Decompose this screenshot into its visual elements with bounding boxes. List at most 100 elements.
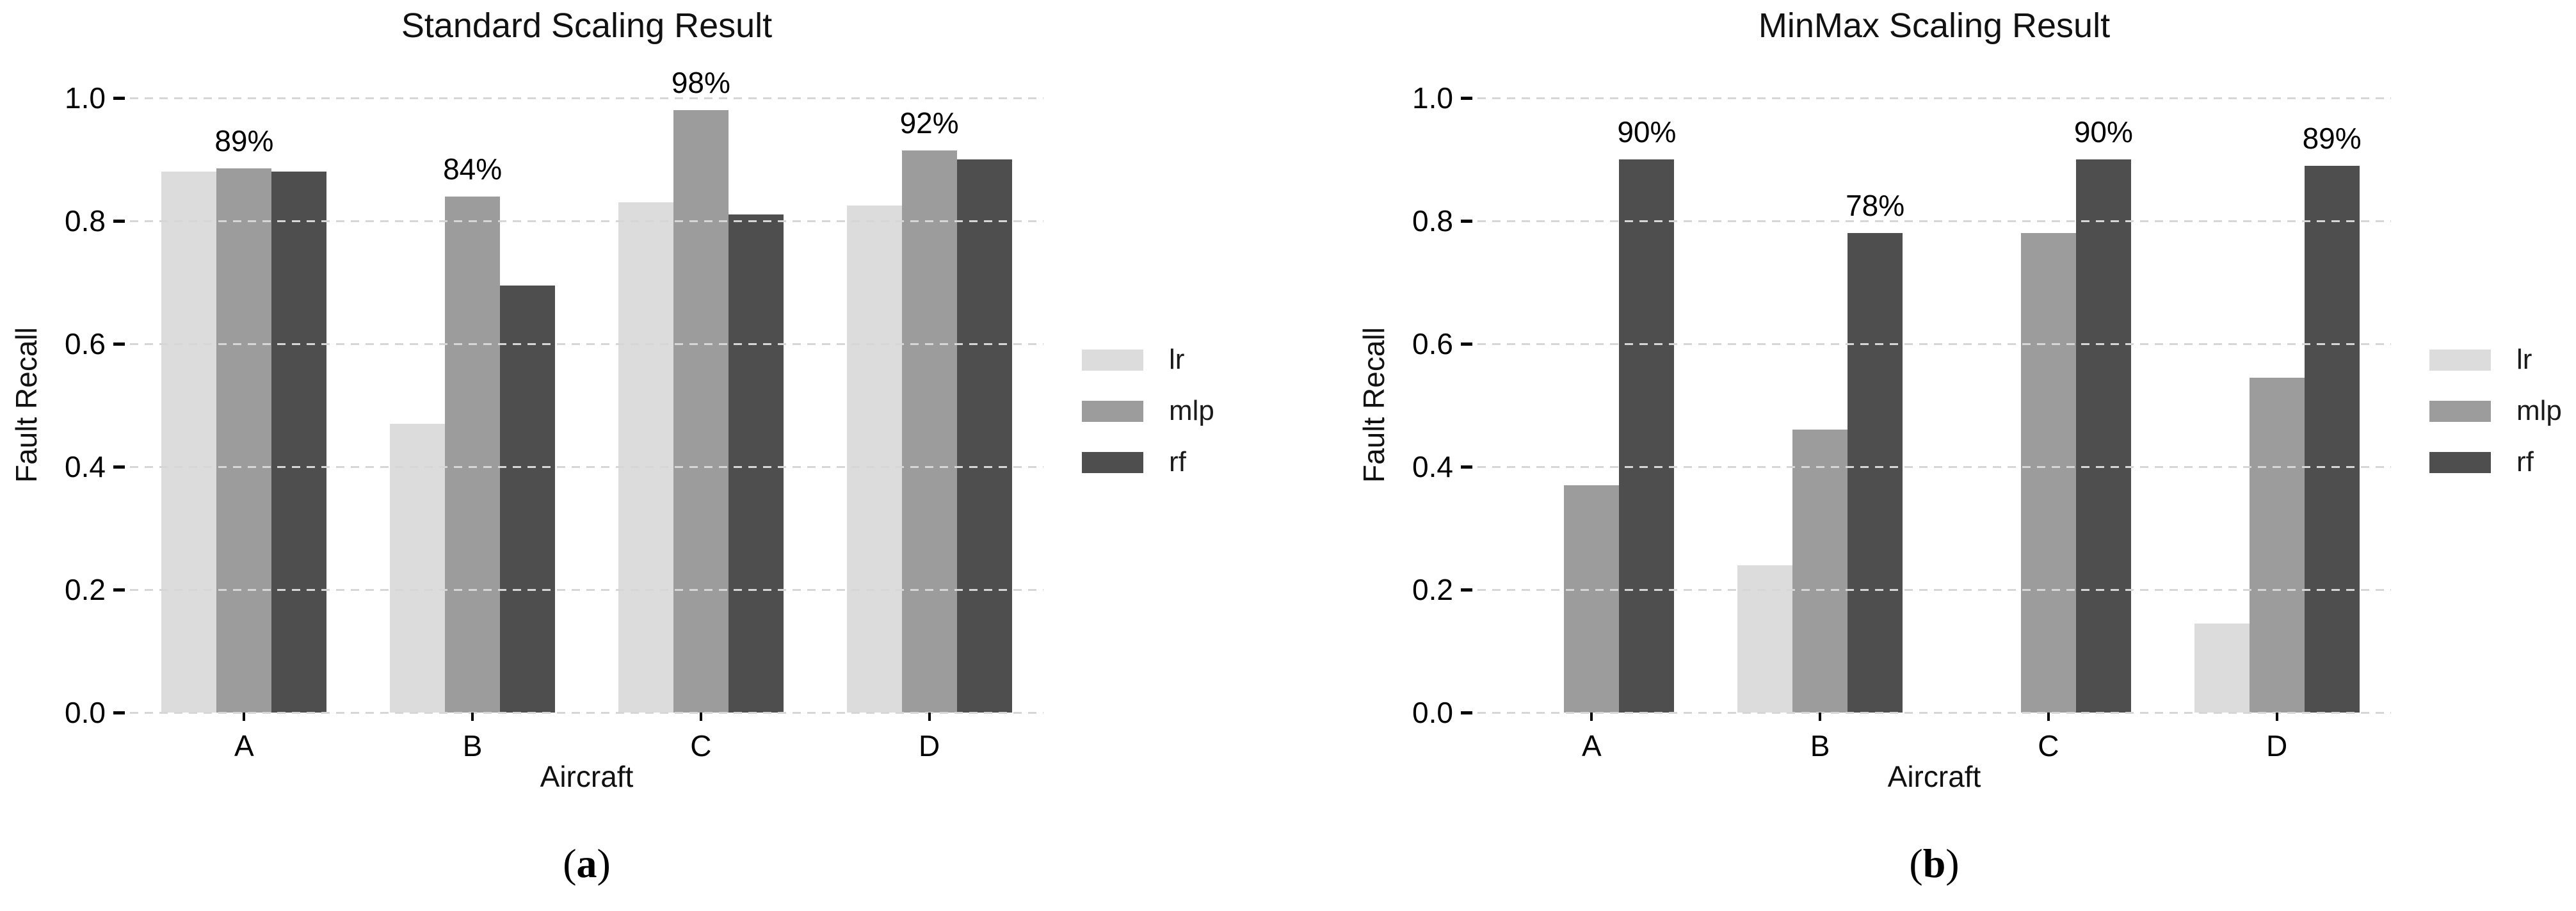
y-tick	[1461, 588, 1472, 592]
bar-mlp-b	[445, 196, 501, 713]
bar-rf-b	[1847, 233, 1903, 713]
caption-paren-open: (	[563, 841, 577, 886]
bar-value-label: 92%	[899, 106, 959, 140]
bar-rf-b	[500, 285, 556, 713]
legend-label: lr	[1169, 344, 1185, 375]
bar-mlp-b	[1792, 430, 1848, 713]
gridline	[1477, 220, 2391, 222]
legend-label: rf	[2516, 446, 2534, 478]
x-tick	[243, 713, 246, 721]
y-tick-label: 0.2	[1412, 573, 1453, 606]
y-tick	[113, 343, 125, 346]
legend-label: lr	[2516, 344, 2532, 375]
legend-item-lr: lr	[1082, 346, 1214, 374]
bar-lr-d	[2194, 623, 2250, 713]
legend-swatch-lr	[2429, 349, 2491, 371]
x-tick	[1590, 713, 1593, 721]
caption-paren-close: )	[597, 841, 611, 886]
bar-lr-c	[618, 202, 673, 713]
bar-mlp-a	[216, 168, 272, 713]
x-tick	[2275, 713, 2278, 721]
bar-mlp-c	[673, 110, 729, 713]
bar-value-label: 84%	[443, 152, 503, 186]
bar-value-label: 78%	[1846, 189, 1905, 223]
caption-paren-open: (	[1909, 841, 1923, 886]
x-tick-label: C	[2038, 729, 2059, 762]
y-tick	[113, 220, 125, 223]
legend: lr mlp rf	[2429, 346, 2562, 499]
chart-panel-a: Standard Scaling Result Fault Recall 0.0 0.…	[10, 6, 1214, 887]
x-tick-label: A	[234, 729, 254, 762]
bar-lr-d	[846, 206, 902, 713]
legend-swatch-mlp	[1082, 400, 1143, 422]
y-tick-label: 0.2	[65, 573, 106, 606]
legend-swatch-lr	[1082, 349, 1143, 371]
y-tick	[1461, 711, 1472, 714]
legend-item-mlp: mlp	[2429, 397, 2562, 425]
y-tick	[113, 711, 125, 714]
caption-letter: b	[1922, 841, 1946, 886]
legend-item-lr: lr	[2429, 346, 2562, 374]
bar-value-label: 90%	[1617, 115, 1677, 149]
y-tick-label: 1.0	[65, 81, 106, 115]
gridline	[130, 97, 1043, 99]
legend-swatch-mlp	[2429, 400, 2491, 422]
x-tick-label: D	[919, 729, 940, 762]
legend-label: mlp	[2516, 395, 2562, 426]
bar-value-label: 89%	[2302, 121, 2362, 155]
y-tick-label: 0.8	[1412, 204, 1453, 238]
y-axis-label: Fault Recall	[1357, 327, 1390, 483]
x-tick	[699, 713, 702, 721]
bar-lr-b	[1737, 565, 1793, 713]
bar-value-label: 90%	[2073, 115, 2133, 149]
y-tick-label: 0.4	[65, 450, 106, 483]
x-tick-label: C	[690, 729, 712, 762]
bar-rf-d	[956, 159, 1012, 713]
y-tick	[113, 588, 125, 592]
y-tick-label: 0.6	[1412, 327, 1453, 360]
legend-swatch-rf	[1082, 451, 1143, 473]
y-tick	[1461, 220, 1472, 223]
y-tick	[1461, 97, 1472, 100]
y-tick-label: 0.4	[1412, 450, 1453, 483]
x-tick	[471, 713, 474, 721]
x-tick	[928, 713, 931, 721]
gridline	[1477, 343, 2391, 345]
x-axis-label: Aircraft	[1887, 760, 1981, 793]
caption-letter: a	[576, 841, 597, 886]
legend-swatch-rf	[2429, 451, 2491, 473]
y-tick	[113, 97, 125, 100]
legend-label: rf	[1169, 446, 1186, 478]
x-axis-label: Aircraft	[540, 760, 634, 793]
bar-rf-a	[271, 172, 327, 713]
x-tick-label: D	[2266, 729, 2288, 762]
y-tick-label: 0.0	[65, 696, 106, 729]
chart-title: MinMax Scaling Result	[1758, 6, 2111, 45]
plot-area: 0.0 0.2 0.4 0.6 0.8 1.0 90% 78% 90% 89% A B C D	[1412, 81, 2391, 762]
legend-label: mlp	[1169, 395, 1214, 426]
y-tick	[1461, 343, 1472, 346]
bar-mlp-d	[2249, 377, 2305, 713]
plot-area: 0.0 0.2 0.4 0.6 0.8 1.0 89% 84% 98% 92% A B C D	[65, 67, 1043, 762]
bar-rf-d	[2304, 165, 2360, 713]
x-tick-label: B	[462, 729, 483, 762]
x-tick-label: A	[1582, 729, 1602, 762]
caption-paren-close: )	[1945, 841, 1960, 886]
legend-item-rf: rf	[2429, 448, 2562, 476]
panel-caption: (b)	[1477, 840, 2391, 887]
bar-mlp-a	[1564, 485, 1620, 713]
bar-lr-a	[161, 172, 217, 713]
y-tick	[113, 465, 125, 469]
chart-panel-b: MinMax Scaling Result Fault Recall 0.0 0.2 0…	[1348, 0, 2576, 911]
panel-caption: (a)	[130, 840, 1043, 887]
legend-item-rf: rf	[1082, 448, 1214, 476]
bar-rf-a	[1619, 159, 1675, 713]
bar-rf-c	[728, 214, 784, 713]
gridline	[1477, 97, 2391, 99]
bar-value-label: 98%	[671, 66, 730, 100]
y-tick-label: 0.0	[1412, 696, 1453, 729]
chart-title: Standard Scaling Result	[401, 6, 773, 45]
bar-mlp-c	[2020, 233, 2076, 713]
bar-value-label: 89%	[214, 124, 274, 158]
x-tick	[2047, 713, 2050, 721]
